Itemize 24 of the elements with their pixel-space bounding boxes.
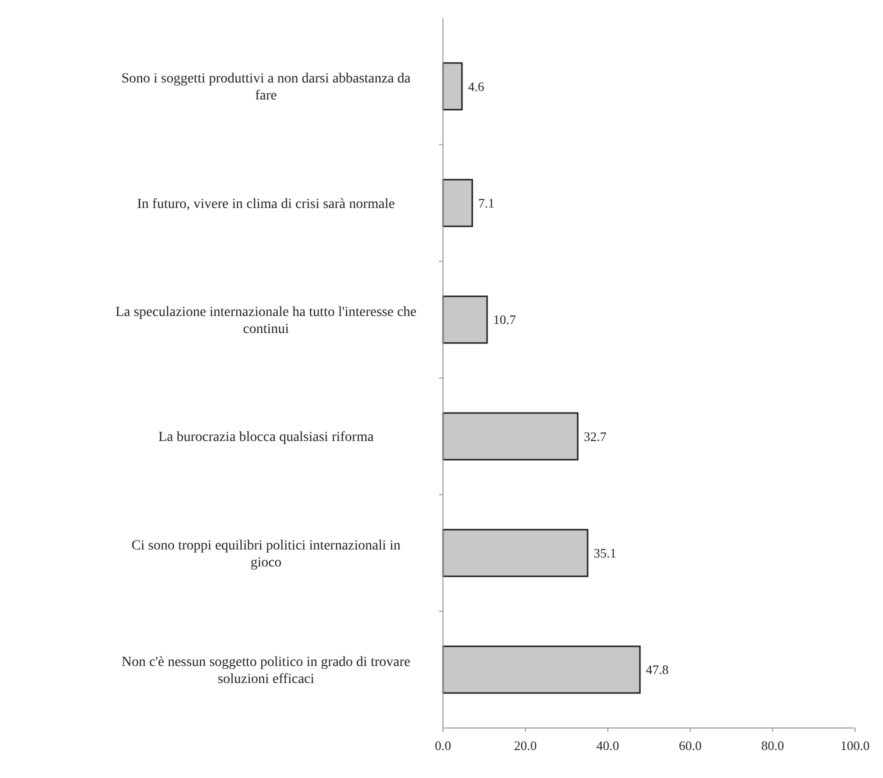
x-tick-label: 60.0 (678, 738, 702, 753)
bar (442, 296, 488, 344)
x-tick-label: 100.0 (840, 738, 870, 753)
y-tick-label: Sono i soggetti produttivi a non darsi abbastanza da fare (121, 72, 412, 104)
y-tick-label: Non c'è nessun soggetto politico in grado di trovare soluzioni efficaci (122, 655, 410, 688)
y-tick-label: La burocrazia blocca qualsiasi riforma (158, 430, 374, 446)
bar (442, 62, 463, 110)
data-label: 35.1 (594, 546, 616, 561)
bar (442, 178, 473, 228)
data-label: 47.8 (646, 662, 669, 678)
x-tick-label: 40.0 (596, 738, 620, 753)
y-tick-label: Ci sono troppi equilibri politici internazionali in gioco (131, 538, 401, 570)
data-label: 4.6 (468, 78, 485, 94)
x-tick-label: 20.0 (514, 738, 537, 753)
bar (442, 528, 588, 578)
bar (442, 412, 578, 460)
x-tick-label: 0.0 (434, 738, 452, 753)
data-label: 10.7 (493, 312, 516, 328)
bar (442, 646, 641, 694)
data-label: 7.1 (478, 196, 494, 211)
y-tick-label: In futuro, vivere in clima di crisi sarà normale (137, 196, 395, 212)
data-label: 32.7 (584, 428, 607, 444)
x-tick-label: 80.0 (761, 738, 784, 753)
y-tick-label: La speculazione internazionale ha tutto l'interesse che continui (115, 305, 417, 338)
